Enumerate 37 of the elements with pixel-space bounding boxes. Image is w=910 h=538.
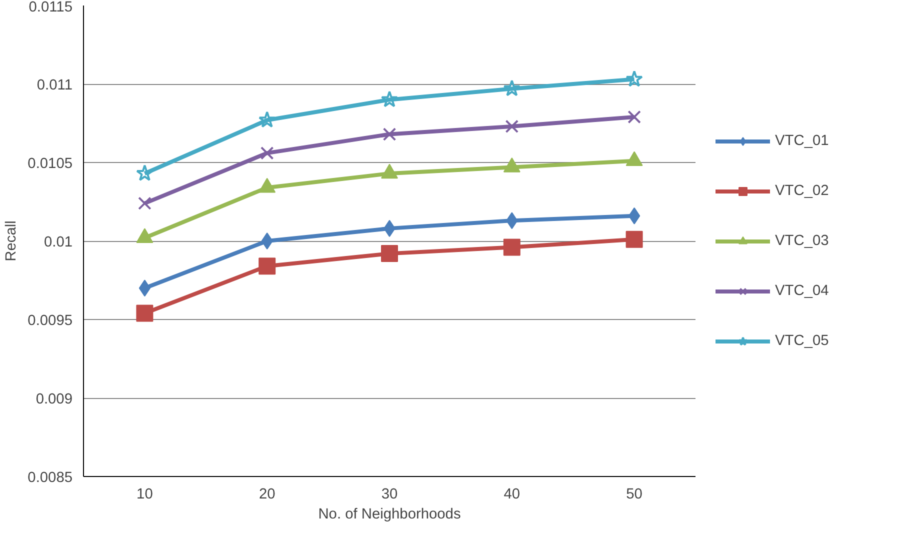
point: [628, 207, 640, 224]
point: [136, 164, 154, 181]
point: [626, 230, 643, 248]
point: [503, 80, 521, 96]
point: [628, 110, 641, 124]
legend-label: VTC_03: [775, 232, 829, 248]
x-tick-label: 50: [626, 486, 642, 502]
x-tick-label: 40: [504, 486, 520, 502]
y-tick-label: 0.01: [44, 234, 73, 250]
y-tick-label: 0.009: [36, 392, 73, 408]
legend-label: VTC_01: [775, 132, 829, 148]
legend-label: VTC_05: [775, 332, 829, 348]
point: [260, 146, 274, 160]
point: [138, 280, 151, 297]
y-tick-label: 0.0085: [28, 470, 72, 486]
point: [138, 196, 152, 210]
point: [505, 120, 519, 134]
point: [381, 245, 398, 262]
legend-label: VTC_04: [775, 282, 829, 298]
point: [626, 70, 643, 87]
point: [261, 232, 273, 250]
point: [258, 258, 276, 275]
point: [503, 238, 520, 256]
x-axis-title: No. of Neighborhoods: [318, 506, 461, 522]
point: [382, 128, 396, 141]
y-axis-title: Recall: [4, 220, 20, 262]
y-tick-label: 0.0105: [28, 156, 72, 172]
y-tick-label: 0.0115: [28, 0, 73, 16]
y-tick-label: 0.011: [36, 78, 73, 94]
x-tick-label: 20: [258, 486, 276, 502]
x-tick-label: 10: [136, 486, 153, 502]
legend-label: VTC_02: [775, 182, 829, 198]
point: [380, 90, 398, 108]
point: [258, 111, 276, 128]
x-tick-label: 30: [381, 486, 398, 502]
y-tick-label: 0.0095: [28, 313, 72, 329]
point: [136, 304, 154, 322]
